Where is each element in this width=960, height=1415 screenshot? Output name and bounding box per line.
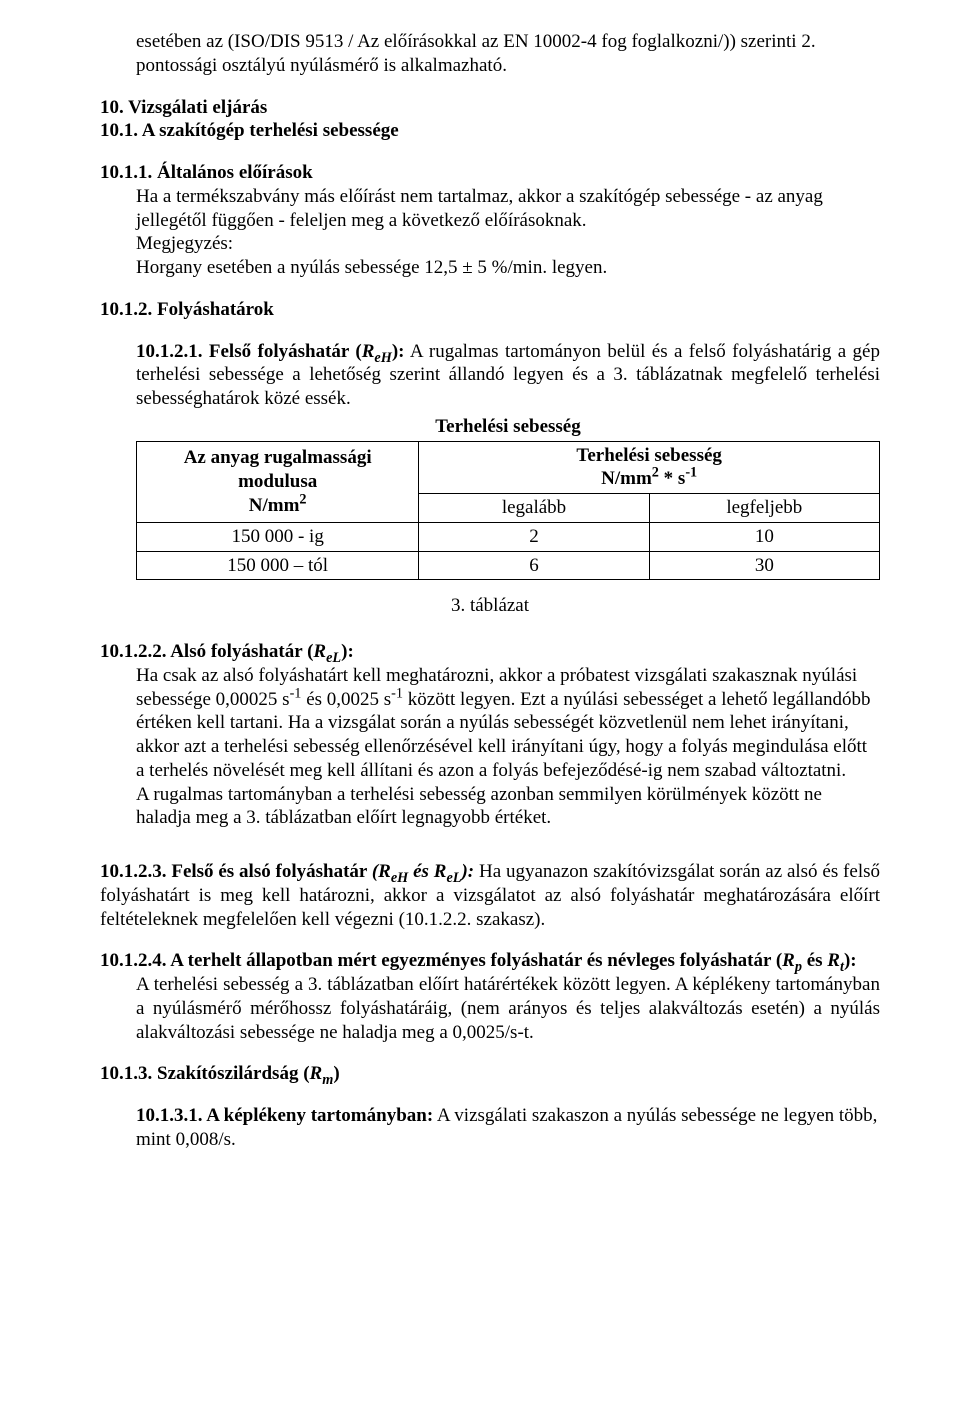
text: esetében az (ISO/DIS 9513 / Az előírások… [136,31,816,76]
p1-b: és 0,0025 s [301,689,391,710]
table-block: Terhelési sebesség Az anyag rugalmassági… [136,415,880,581]
table-row: 150 000 - ig 2 10 [137,522,880,551]
row-max: 10 [649,522,879,551]
heading: 10.1.2.4. A terhelt állapotban mért egye… [100,949,880,973]
symbol-sub: eH [374,349,391,365]
section-10-1-3: 10.1.3. Szakítószilárdság (Rm) [100,1062,880,1086]
row-max: 30 [649,551,879,580]
section-10-1-2-2: 10.1.2.2. Alsó folyáshatár (ReL): Ha csa… [100,640,880,830]
line1: Az anyag rugalmassági [184,447,372,468]
unit-a: N/mm [601,468,652,489]
sym1-main: R [782,950,795,971]
row-min: 6 [419,551,649,580]
note-text: Horgany esetében a nyúlás sebessége 12,5… [136,257,607,278]
col1-header: Az anyag rugalmassági modulusa N/mm2 [137,441,419,522]
row-min: 2 [419,522,649,551]
heading-text: 10.1.2.4. A terhelt állapotban mért egye… [100,950,782,971]
table-header-row: Az anyag rugalmassági modulusa N/mm2 Ter… [137,441,880,494]
table-row: 150 000 – tól 6 30 [137,551,880,580]
loading-speed-table: Az anyag rugalmassági modulusa N/mm2 Ter… [136,441,880,581]
row-label: 150 000 - ig [137,522,419,551]
table-title: Terhelési sebesség [136,415,880,439]
body: Ha csak az alsó folyáshatárt kell meghat… [136,664,880,830]
symbol-r: R [313,641,326,662]
mid: és [802,950,827,971]
section-10-1-2-title: 10.1.2. Folyáshatárok [100,298,880,322]
heading-part-b: ): [392,341,405,362]
row-label: 150 000 – tól [137,551,419,580]
body: A terhelési sebesség a 3. táblázatban el… [136,973,880,1044]
sym-main: R [310,1063,323,1084]
section-10-title: 10. Vizsgálati eljárás [100,96,880,120]
unit-mid: * s [659,468,685,489]
sup-neg1-b: -1 [391,685,403,701]
text: Ha a termékszabvány más előírást nem tar… [136,186,823,231]
heading-text: 10.1.2. Folyáshatárok [100,299,274,320]
section-10-1-2-3: 10.1.2.3. Felső és alsó folyáshatár (ReH… [100,860,880,931]
heading-part-a: 10.1.2.1. Felső folyáshatár ( [136,341,362,362]
section-10-1-2-4: 10.1.2.4. A terhelt állapotban mért egye… [100,949,880,1044]
sym-sub: m [322,1072,333,1088]
heading-a: 10.1.2.3. Felső és alsó folyáshatár [100,861,372,882]
heading-a: 10.1.2.2. Alsó folyáshatár ( [100,641,313,662]
paren-close: ): [461,861,474,882]
sym2-main: R [827,950,840,971]
close: ): [844,950,857,971]
section-10-1-title: 10.1. A szakítógép terhelési sebessége [100,119,880,143]
section-10-1-2-1: 10.1.2.1. Felső folyáshatár (ReH): A rug… [136,340,880,411]
section-10-1-3-1: 10.1.3.1. A képlékeny tartományban: A vi… [136,1104,880,1152]
paren-open: (R [372,861,391,882]
p2: A rugalmas tartományban a terhelési sebe… [136,784,822,829]
intro-paragraph: esetében az (ISO/DIS 9513 / Az előírások… [136,30,880,78]
heading: 10.1.1. Általános előírások [100,161,880,185]
min-header: legalább [419,494,649,523]
heading-text: 10.1.1. Általános előírások [100,162,313,183]
heading: 10.1.3.1. A képlékeny tartományban: [136,1105,433,1126]
table-caption: 3. táblázat [100,594,880,618]
heading-b: ) [333,1063,339,1084]
heading-b: ): [341,641,354,662]
line2: modulusa [238,471,317,492]
line1: Terhelési sebesség [576,445,721,466]
unit-base: N/mm [249,495,300,516]
max-header: legfeljebb [649,494,879,523]
sub-eH: eH [391,870,408,886]
heading: 10.1.2.2. Alsó folyáshatár (ReL): [100,640,880,664]
unit-sup: 2 [299,491,306,507]
symbol-r: R [362,341,375,362]
sup-neg1-a: -1 [290,685,302,701]
heading-text: 10. Vizsgálati eljárás [100,97,267,118]
body: Ha a termékszabvány más előírást nem tar… [136,185,880,280]
and: és R [408,861,446,882]
unit-sup2: -1 [685,465,697,481]
heading-text: 10.1. A szakítógép terhelési sebessége [100,120,399,141]
note-label: Megjegyzés: [136,233,233,254]
unit-sup1: 2 [652,465,659,481]
heading-a: 10.1.3. Szakítószilárdság ( [100,1063,310,1084]
col2-group-header: Terhelési sebesség N/mm2 * s-1 [419,441,880,494]
sub-eL: eL [446,870,461,886]
section-10-1-1: 10.1.1. Általános előírások Ha a terméks… [100,161,880,280]
